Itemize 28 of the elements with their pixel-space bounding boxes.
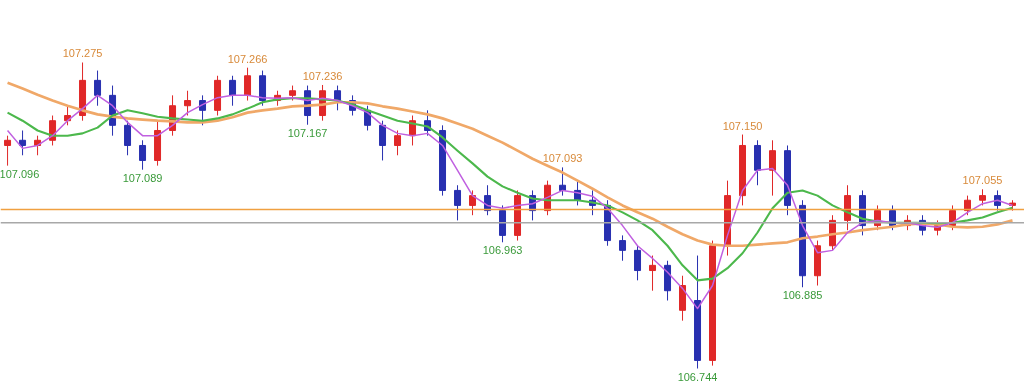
candlestick	[619, 234, 627, 262]
candlestick	[634, 245, 642, 281]
candlestick	[469, 189, 477, 216]
candlestick	[229, 75, 237, 107]
text: 107.093	[542, 152, 583, 165]
candlestick	[184, 90, 192, 117]
text: 107.150	[722, 119, 763, 132]
candlestick	[139, 139, 147, 171]
candlestick	[769, 139, 777, 197]
candlestick	[244, 67, 252, 102]
candlestick	[19, 130, 27, 156]
candlestick	[379, 120, 387, 161]
candlestick	[649, 255, 657, 292]
candlestick	[394, 130, 402, 156]
candlestick	[124, 120, 132, 156]
text: 107.236	[302, 69, 343, 82]
text: 106.885	[782, 289, 823, 302]
text: 107.275	[62, 47, 103, 60]
text: 107.167	[287, 126, 328, 139]
text: 107.089	[122, 171, 163, 184]
candlestick	[94, 70, 102, 107]
text: 107.055	[962, 174, 1003, 187]
text: 107.266	[227, 52, 268, 65]
text: 107.096	[0, 167, 40, 180]
text: 106.963	[482, 244, 523, 257]
candlestick	[4, 135, 12, 167]
candlestick	[454, 184, 462, 221]
text: 106.744	[677, 370, 718, 383]
